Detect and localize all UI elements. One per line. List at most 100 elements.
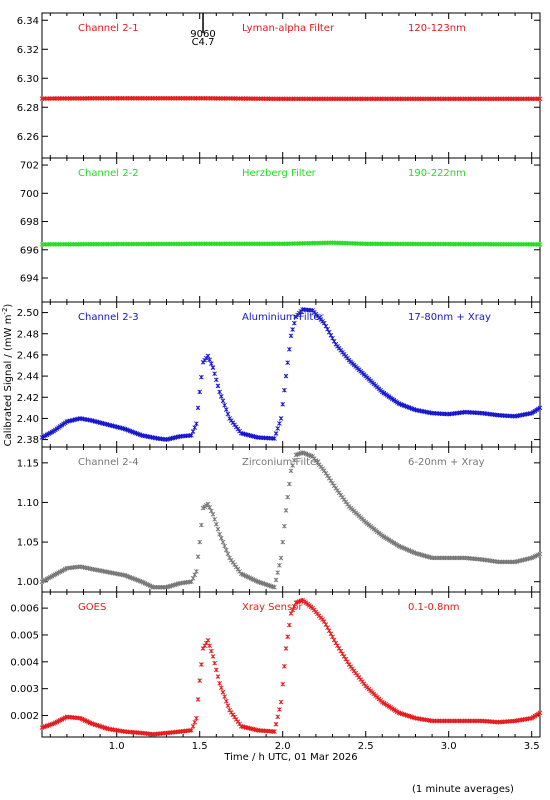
panel-label: 0.1-0.8nm [408, 602, 460, 613]
data-point [210, 654, 216, 659]
data-point [273, 577, 279, 583]
data-point [288, 468, 294, 474]
data-point [292, 457, 297, 463]
y-tick-label: 0.006 [10, 604, 39, 615]
data-point [199, 662, 204, 667]
data-point [537, 710, 543, 716]
data-series [39, 95, 543, 102]
data-point [213, 667, 219, 673]
data-point [225, 411, 231, 417]
panel-label: Aluminium Filter [242, 312, 325, 323]
data-point [282, 387, 287, 393]
data-point [189, 433, 194, 438]
data-point [277, 421, 282, 426]
y-tick-label: 702 [20, 161, 39, 172]
data-point [207, 357, 212, 363]
data-point [195, 697, 201, 702]
data-point [209, 361, 214, 367]
flare-marker-label: C4.7 [192, 37, 215, 48]
data-point [209, 648, 214, 654]
data-point [283, 373, 289, 379]
panel-label: GOES [78, 602, 106, 613]
data-point [225, 703, 231, 708]
y-tick-label: 696 [20, 245, 39, 256]
data-point [275, 426, 281, 431]
y-tick-label: 2.46 [17, 350, 39, 361]
data-point [190, 429, 196, 434]
data-point [283, 646, 289, 651]
flare-marker-label: 9060 [190, 29, 215, 40]
panel-2: 694 696 698 700 702 Channel 2-2 Herzberg Filte… [20, 157, 543, 303]
data-point [272, 436, 277, 441]
y-tick-label: 2.42 [17, 393, 39, 404]
data-point [272, 729, 277, 734]
data-point [223, 698, 229, 704]
data-point [537, 242, 543, 247]
data-series [39, 307, 543, 442]
data-point [287, 481, 292, 487]
data-point [222, 402, 227, 408]
panel-frame [41, 12, 541, 159]
data-point [213, 521, 219, 527]
data-point [218, 394, 224, 399]
data-point [277, 562, 282, 568]
y-tick-label: 694 [20, 274, 39, 285]
data-series [39, 240, 543, 247]
data-point [282, 523, 287, 529]
panel-label: 120-123nm [408, 23, 466, 34]
x-tick-label: 1.0 [109, 741, 125, 752]
panel-5: 0.002 0.003 0.004 0.005 0.006 GOES Xray Sensor… [10, 591, 543, 752]
panel-frame [41, 157, 541, 303]
data-series [39, 450, 543, 590]
data-point [290, 327, 295, 332]
data-point [280, 539, 286, 545]
panel-label: Channel 2-1 [78, 23, 139, 34]
data-point [288, 333, 294, 339]
data-point [290, 463, 295, 468]
data-point [287, 346, 292, 352]
data-point [197, 389, 203, 395]
panel-label: Xray Sensor [242, 602, 303, 613]
data-point [285, 634, 290, 640]
data-point [212, 660, 217, 666]
data-point [278, 555, 284, 561]
y-tick-label: 2.50 [17, 308, 39, 319]
panel-label: Lyman-alpha Filter [242, 23, 335, 34]
data-point [199, 522, 204, 528]
panel-3: 2.38 2.40 2.42 2.44 2.46 2.48 2.50 Channel 2-3 A… [17, 301, 543, 448]
panel-label: Channel 2-2 [78, 168, 139, 179]
data-point [275, 714, 281, 720]
data-point [222, 543, 227, 549]
y-axis-label: Calibrated Signal / (mW m-2) [1, 304, 14, 447]
data-point [537, 551, 543, 557]
data-point [273, 431, 279, 436]
data-point [194, 569, 199, 574]
data-point [280, 681, 286, 687]
y-tick-label: 6.26 [17, 132, 39, 143]
data-point [223, 407, 229, 412]
data-point [285, 494, 290, 500]
data-point [225, 551, 231, 557]
panels: 6.26 6.28 6.30 6.32 6.34 Channel 2-1 Lyman-alp… [10, 12, 543, 752]
data-point [207, 643, 212, 649]
data-point [215, 526, 221, 532]
y-tick-label: 1.15 [17, 458, 39, 469]
data-point [280, 401, 286, 407]
x-tick-label: 1.5 [192, 741, 208, 752]
y-axis-label-close: ) [3, 304, 14, 308]
panel-frame [41, 446, 541, 593]
data-point [205, 353, 211, 359]
x-tick-label: 3.0 [441, 741, 457, 752]
panel-label: Herzberg Filter [242, 168, 317, 179]
data-point [282, 663, 287, 669]
y-axis-label-main: Calibrated Signal / (mW m [3, 315, 14, 447]
panel-frame [41, 591, 541, 738]
data-point [275, 570, 281, 575]
data-point [537, 405, 543, 411]
data-point [283, 508, 289, 513]
data-point [217, 389, 222, 395]
data-point [222, 694, 227, 700]
panel-label: 190-222nm [408, 168, 466, 179]
y-tick-label: 700 [20, 189, 39, 200]
